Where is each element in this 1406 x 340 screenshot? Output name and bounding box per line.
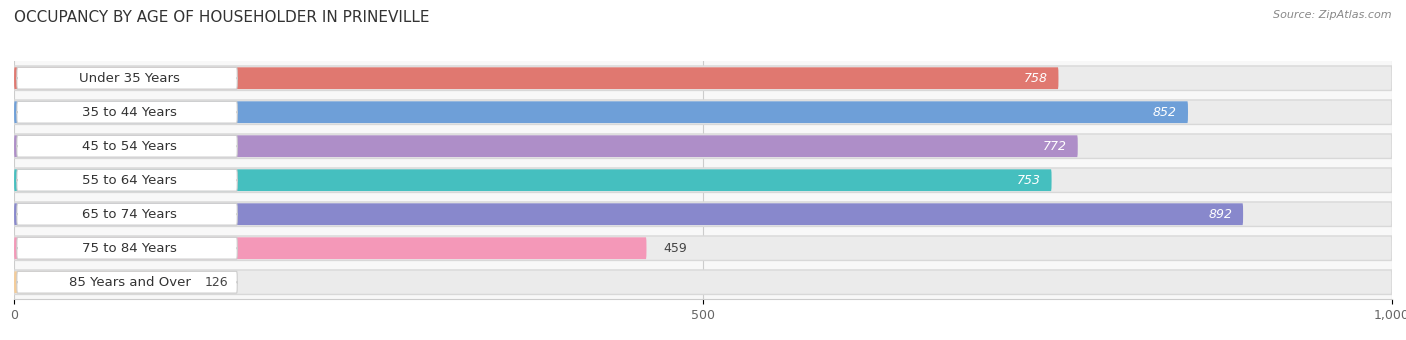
Text: 753: 753 <box>1017 174 1040 187</box>
FancyBboxPatch shape <box>14 203 1243 225</box>
Text: 55 to 64 Years: 55 to 64 Years <box>83 174 177 187</box>
FancyBboxPatch shape <box>14 270 1392 294</box>
FancyBboxPatch shape <box>14 134 1392 158</box>
FancyBboxPatch shape <box>14 169 1052 191</box>
Text: 85 Years and Over: 85 Years and Over <box>69 276 191 289</box>
FancyBboxPatch shape <box>17 67 238 89</box>
FancyBboxPatch shape <box>17 101 238 123</box>
FancyBboxPatch shape <box>17 203 238 225</box>
Text: 65 to 74 Years: 65 to 74 Years <box>83 208 177 221</box>
FancyBboxPatch shape <box>14 101 1188 123</box>
FancyBboxPatch shape <box>14 202 1392 226</box>
FancyBboxPatch shape <box>17 169 238 191</box>
FancyBboxPatch shape <box>14 236 1392 260</box>
Text: OCCUPANCY BY AGE OF HOUSEHOLDER IN PRINEVILLE: OCCUPANCY BY AGE OF HOUSEHOLDER IN PRINE… <box>14 10 430 25</box>
Text: Under 35 Years: Under 35 Years <box>79 72 180 85</box>
FancyBboxPatch shape <box>14 168 1392 192</box>
Text: 45 to 54 Years: 45 to 54 Years <box>83 140 177 153</box>
Text: 459: 459 <box>664 242 686 255</box>
FancyBboxPatch shape <box>14 67 1059 89</box>
Text: 75 to 84 Years: 75 to 84 Years <box>83 242 177 255</box>
Text: 892: 892 <box>1208 208 1232 221</box>
FancyBboxPatch shape <box>17 135 238 157</box>
Text: 772: 772 <box>1043 140 1067 153</box>
Text: 126: 126 <box>204 276 228 289</box>
FancyBboxPatch shape <box>17 271 238 293</box>
FancyBboxPatch shape <box>14 271 187 293</box>
Text: 35 to 44 Years: 35 to 44 Years <box>83 106 177 119</box>
Text: 852: 852 <box>1153 106 1177 119</box>
FancyBboxPatch shape <box>14 100 1392 124</box>
FancyBboxPatch shape <box>14 237 647 259</box>
FancyBboxPatch shape <box>14 135 1078 157</box>
Text: 758: 758 <box>1024 72 1047 85</box>
Text: Source: ZipAtlas.com: Source: ZipAtlas.com <box>1274 10 1392 20</box>
FancyBboxPatch shape <box>14 66 1392 90</box>
FancyBboxPatch shape <box>17 237 238 259</box>
